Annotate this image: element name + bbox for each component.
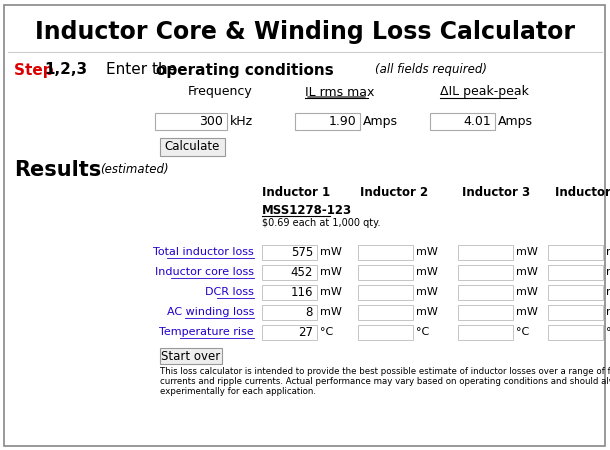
Text: 1,2,3: 1,2,3 <box>44 63 87 77</box>
Bar <box>458 324 513 339</box>
Text: mW: mW <box>416 267 438 277</box>
Text: 116: 116 <box>290 285 313 298</box>
Text: mW: mW <box>416 247 438 257</box>
Bar <box>358 284 413 300</box>
Text: (all fields required): (all fields required) <box>375 63 487 76</box>
Text: Amps: Amps <box>363 115 398 128</box>
Bar <box>548 284 603 300</box>
Text: 300: 300 <box>199 115 223 128</box>
Text: Inductor core loss: Inductor core loss <box>155 267 254 277</box>
Text: mW: mW <box>516 247 538 257</box>
Text: Total inductor loss: Total inductor loss <box>153 247 254 257</box>
Bar <box>458 305 513 320</box>
Text: 8: 8 <box>306 306 313 319</box>
Bar <box>155 113 227 130</box>
Bar <box>262 284 317 300</box>
Text: Inductor 2: Inductor 2 <box>360 185 428 198</box>
Bar <box>548 305 603 320</box>
Text: 575: 575 <box>291 246 313 258</box>
Text: °C: °C <box>516 327 529 337</box>
Bar <box>295 113 360 130</box>
Text: Enter the: Enter the <box>106 63 182 77</box>
Text: mW: mW <box>516 307 538 317</box>
Text: mW: mW <box>320 307 342 317</box>
Text: Start over: Start over <box>162 350 221 363</box>
Text: ΔIL peak-peak: ΔIL peak-peak <box>440 86 529 99</box>
Text: °C: °C <box>320 327 333 337</box>
Text: mW: mW <box>516 287 538 297</box>
Text: Inductor 4: Inductor 4 <box>555 185 610 198</box>
Text: MSS1278-123: MSS1278-123 <box>262 203 352 216</box>
Text: DCR loss: DCR loss <box>205 287 254 297</box>
Text: Frequency: Frequency <box>188 86 253 99</box>
Text: °C: °C <box>606 327 610 337</box>
Bar <box>160 348 222 364</box>
Bar <box>358 324 413 339</box>
Text: mW: mW <box>416 307 438 317</box>
Text: mW: mW <box>320 287 342 297</box>
Text: (estimated): (estimated) <box>100 163 168 176</box>
Bar <box>262 265 317 279</box>
Text: mW: mW <box>516 267 538 277</box>
Text: mW: mW <box>606 287 610 297</box>
Bar <box>458 244 513 260</box>
Bar <box>458 284 513 300</box>
Bar <box>548 265 603 279</box>
Bar <box>160 138 225 156</box>
Bar <box>358 305 413 320</box>
Text: Results: Results <box>14 160 101 180</box>
Text: operating conditions: operating conditions <box>156 63 334 77</box>
Text: mW: mW <box>320 247 342 257</box>
Text: Inductor 3: Inductor 3 <box>462 185 530 198</box>
Text: kHz: kHz <box>230 115 253 128</box>
Bar <box>548 324 603 339</box>
Text: mW: mW <box>416 287 438 297</box>
Text: mW: mW <box>606 267 610 277</box>
Text: Temperature rise: Temperature rise <box>159 327 254 337</box>
Bar <box>262 244 317 260</box>
Text: This loss calculator is intended to provide the best possible estimate of induct: This loss calculator is intended to prov… <box>160 368 610 377</box>
Bar <box>548 244 603 260</box>
Bar <box>458 265 513 279</box>
Text: $0.69 each at 1,000 qty.: $0.69 each at 1,000 qty. <box>262 218 381 228</box>
Text: 27: 27 <box>298 325 313 338</box>
Text: mW: mW <box>606 307 610 317</box>
Bar <box>358 265 413 279</box>
Text: Inductor Core & Winding Loss Calculator: Inductor Core & Winding Loss Calculator <box>35 20 575 44</box>
Text: 452: 452 <box>290 266 313 279</box>
Text: 1.90: 1.90 <box>328 115 356 128</box>
Text: Amps: Amps <box>498 115 533 128</box>
Bar <box>262 305 317 320</box>
Text: IL rms max: IL rms max <box>305 86 375 99</box>
Text: mW: mW <box>606 247 610 257</box>
Text: mW: mW <box>320 267 342 277</box>
Text: experimentally for each application.: experimentally for each application. <box>160 387 316 396</box>
Text: Inductor 1: Inductor 1 <box>262 185 330 198</box>
Bar <box>262 324 317 339</box>
Bar <box>430 113 495 130</box>
Text: Calculate: Calculate <box>165 140 220 153</box>
Bar <box>358 244 413 260</box>
Text: 4.01: 4.01 <box>463 115 491 128</box>
Text: currents and ripple currents. Actual performance may vary based on operating con: currents and ripple currents. Actual per… <box>160 378 610 387</box>
Text: °C: °C <box>416 327 429 337</box>
Text: Step: Step <box>14 63 59 77</box>
Text: AC winding loss: AC winding loss <box>167 307 254 317</box>
